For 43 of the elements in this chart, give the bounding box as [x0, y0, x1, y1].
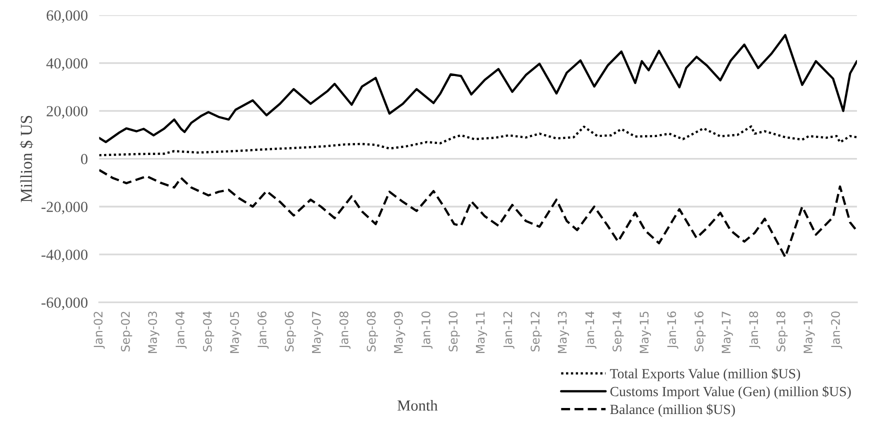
- x-tick-label: Sep-18: [776, 311, 788, 352]
- line-series: [99, 168, 857, 258]
- x-tick-label: Jan-02: [94, 312, 105, 349]
- x-tick-label: Sep-06: [284, 311, 296, 352]
- x-tick-label: Sep-14: [612, 311, 624, 352]
- x-tick-label: Sep-04: [202, 311, 214, 352]
- x-tick-label: May-11: [476, 312, 488, 353]
- x-tick-label: May-15: [640, 312, 651, 353]
- x-tick-label: Jan-08: [339, 311, 351, 349]
- x-tick-label: Jan-18: [749, 311, 760, 349]
- x-tick-label: May-09: [394, 311, 406, 353]
- x-tick-label: Sep-12: [530, 312, 542, 352]
- y-tick-label: 40,000: [46, 58, 88, 71]
- y-tick-label: -20,000: [42, 202, 88, 214]
- x-tick-label: Jan-16: [667, 311, 678, 349]
- x-tick-label: Sep-10: [448, 311, 460, 352]
- x-tick-label: Sep-16: [694, 311, 706, 352]
- y-axis-title: Million $ US: [20, 116, 34, 202]
- y-tick-label: 20,000: [46, 106, 88, 119]
- x-axis-title: Month: [398, 400, 438, 411]
- y-tick-label: 0: [81, 154, 88, 164]
- x-tick-label: Jan-12: [503, 312, 514, 349]
- x-tick-label: Sep-08: [366, 311, 378, 352]
- x-tick-label: Jan-06: [258, 311, 269, 349]
- x-tick-label: May-13: [558, 312, 570, 353]
- x-tick-label: Sep-02: [120, 312, 132, 352]
- x-tick-label: Jan-14: [585, 311, 596, 349]
- y-tick-label: -60,000: [42, 297, 88, 310]
- line-series: [99, 34, 857, 144]
- y-tick-label: 60,000: [46, 10, 88, 23]
- x-tick-label: May-17: [722, 312, 733, 353]
- line-series: [99, 125, 857, 156]
- x-tick-label: May-19: [804, 311, 815, 353]
- x-tick-label: May-05: [230, 312, 242, 353]
- x-tick-label: Jan-04: [176, 311, 187, 349]
- legend-label: Customs Import Value (Gen) (million $US): [610, 386, 851, 400]
- y-tick-label: -40,000: [42, 250, 88, 262]
- x-tick-label: Jan-20: [831, 311, 842, 349]
- legend-label: Balance (million $US): [610, 404, 735, 417]
- x-tick-label: May-07: [312, 312, 324, 353]
- legend-label: Total Exports Value (million $US): [610, 368, 800, 382]
- x-tick-label: May-03: [148, 312, 160, 353]
- x-tick-label: Jan-10: [421, 311, 433, 349]
